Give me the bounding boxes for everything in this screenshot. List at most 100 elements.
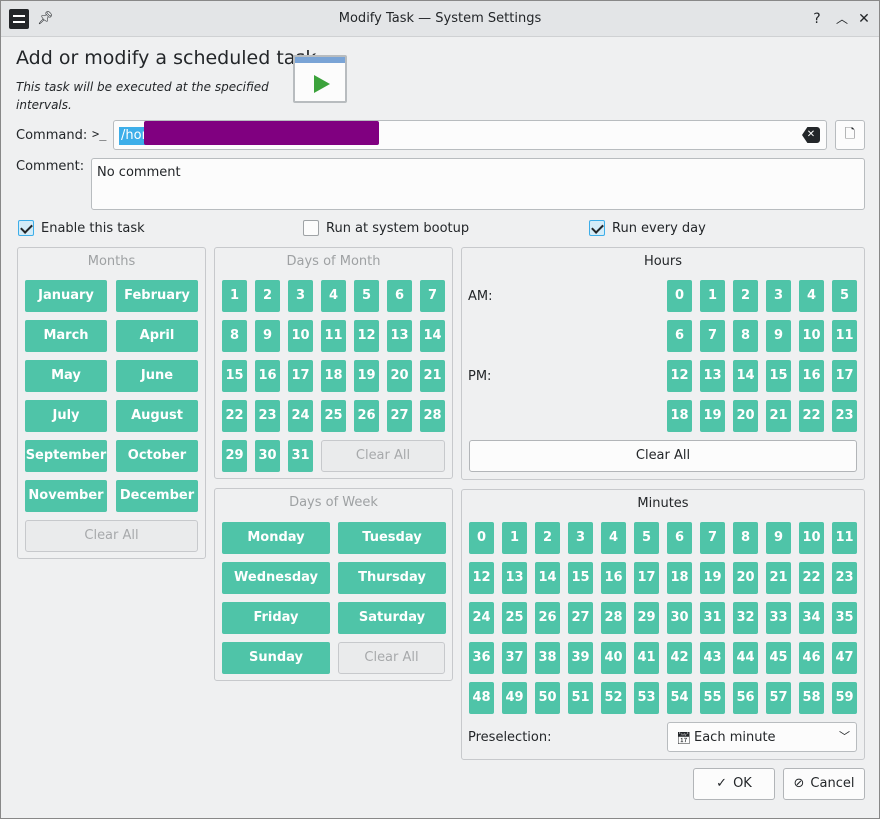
- minute-41[interactable]: 41: [634, 642, 659, 674]
- minute-4[interactable]: 4: [601, 522, 626, 554]
- day-of-week-wednesday[interactable]: Wednesday: [222, 562, 330, 594]
- hour-22[interactable]: 22: [799, 400, 824, 432]
- minute-46[interactable]: 46: [799, 642, 824, 674]
- hour-3[interactable]: 3: [766, 280, 791, 312]
- day-of-month-6[interactable]: 6: [387, 280, 412, 312]
- day-of-month-19[interactable]: 19: [354, 360, 379, 392]
- minute-42[interactable]: 42: [667, 642, 692, 674]
- minute-29[interactable]: 29: [634, 602, 659, 634]
- hour-21[interactable]: 21: [766, 400, 791, 432]
- hour-12[interactable]: 12: [667, 360, 692, 392]
- minute-5[interactable]: 5: [634, 522, 659, 554]
- day-of-month-20[interactable]: 20: [387, 360, 412, 392]
- browse-file-button[interactable]: 🗋: [835, 120, 865, 150]
- day-of-month-27[interactable]: 27: [387, 400, 412, 432]
- minute-36[interactable]: 36: [469, 642, 494, 674]
- minute-25[interactable]: 25: [502, 602, 527, 634]
- minute-11[interactable]: 11: [832, 522, 857, 554]
- minute-49[interactable]: 49: [502, 682, 527, 714]
- minute-45[interactable]: 45: [766, 642, 791, 674]
- minute-23[interactable]: 23: [832, 562, 857, 594]
- minute-10[interactable]: 10: [799, 522, 824, 554]
- month-july[interactable]: July: [25, 400, 107, 432]
- month-september[interactable]: September: [25, 440, 107, 472]
- help-icon[interactable]: ?: [813, 11, 821, 27]
- minute-56[interactable]: 56: [733, 682, 758, 714]
- hour-11[interactable]: 11: [832, 320, 857, 352]
- hour-23[interactable]: 23: [832, 400, 857, 432]
- day-of-month-8[interactable]: 8: [222, 320, 247, 352]
- day-of-month-24[interactable]: 24: [288, 400, 313, 432]
- minute-17[interactable]: 17: [634, 562, 659, 594]
- hour-16[interactable]: 16: [799, 360, 824, 392]
- day-of-week-monday[interactable]: Monday: [222, 522, 330, 554]
- minute-13[interactable]: 13: [502, 562, 527, 594]
- hour-8[interactable]: 8: [733, 320, 758, 352]
- hour-6[interactable]: 6: [667, 320, 692, 352]
- hour-1[interactable]: 1: [700, 280, 725, 312]
- month-august[interactable]: August: [116, 400, 198, 432]
- day-of-month-10[interactable]: 10: [288, 320, 313, 352]
- chevron-up-icon[interactable]: ︿: [835, 12, 848, 26]
- month-november[interactable]: November: [25, 480, 107, 512]
- hour-4[interactable]: 4: [799, 280, 824, 312]
- hour-2[interactable]: 2: [733, 280, 758, 312]
- day-of-month-12[interactable]: 12: [354, 320, 379, 352]
- day-of-month-7[interactable]: 7: [420, 280, 445, 312]
- minute-14[interactable]: 14: [535, 562, 560, 594]
- day-of-month-31[interactable]: 31: [288, 440, 313, 472]
- minute-2[interactable]: 2: [535, 522, 560, 554]
- minute-16[interactable]: 16: [601, 562, 626, 594]
- minute-9[interactable]: 9: [766, 522, 791, 554]
- day-of-month-29[interactable]: 29: [222, 440, 247, 472]
- minute-22[interactable]: 22: [799, 562, 824, 594]
- system-settings-icon[interactable]: [9, 9, 29, 29]
- hour-20[interactable]: 20: [733, 400, 758, 432]
- hour-5[interactable]: 5: [832, 280, 857, 312]
- ok-button[interactable]: ✓ OK: [693, 768, 775, 800]
- minute-58[interactable]: 58: [799, 682, 824, 714]
- minute-30[interactable]: 30: [667, 602, 692, 634]
- day-of-month-15[interactable]: 15: [222, 360, 247, 392]
- day-of-month-25[interactable]: 25: [321, 400, 346, 432]
- minute-3[interactable]: 3: [568, 522, 593, 554]
- minute-57[interactable]: 57: [766, 682, 791, 714]
- minute-28[interactable]: 28: [601, 602, 626, 634]
- month-october[interactable]: October: [116, 440, 198, 472]
- minute-8[interactable]: 8: [733, 522, 758, 554]
- hour-9[interactable]: 9: [766, 320, 791, 352]
- day-of-month-22[interactable]: 22: [222, 400, 247, 432]
- minute-15[interactable]: 15: [568, 562, 593, 594]
- minute-44[interactable]: 44: [733, 642, 758, 674]
- day-of-week-thursday[interactable]: Thursday: [338, 562, 446, 594]
- minute-1[interactable]: 1: [502, 522, 527, 554]
- month-may[interactable]: May: [25, 360, 107, 392]
- day-of-month-1[interactable]: 1: [222, 280, 247, 312]
- comment-field[interactable]: No comment: [91, 158, 865, 210]
- minute-35[interactable]: 35: [832, 602, 857, 634]
- day-of-month-23[interactable]: 23: [255, 400, 280, 432]
- minute-37[interactable]: 37: [502, 642, 527, 674]
- day-of-month-5[interactable]: 5: [354, 280, 379, 312]
- month-february[interactable]: February: [116, 280, 198, 312]
- hour-17[interactable]: 17: [832, 360, 857, 392]
- minute-47[interactable]: 47: [832, 642, 857, 674]
- day-of-month-30[interactable]: 30: [255, 440, 280, 472]
- minute-39[interactable]: 39: [568, 642, 593, 674]
- minute-18[interactable]: 18: [667, 562, 692, 594]
- day-of-week-sunday[interactable]: Sunday: [222, 642, 330, 674]
- minute-53[interactable]: 53: [634, 682, 659, 714]
- minute-50[interactable]: 50: [535, 682, 560, 714]
- hour-13[interactable]: 13: [700, 360, 725, 392]
- day-of-month-26[interactable]: 26: [354, 400, 379, 432]
- minute-52[interactable]: 52: [601, 682, 626, 714]
- minute-34[interactable]: 34: [799, 602, 824, 634]
- hour-15[interactable]: 15: [766, 360, 791, 392]
- day-of-month-16[interactable]: 16: [255, 360, 280, 392]
- minute-24[interactable]: 24: [469, 602, 494, 634]
- minute-51[interactable]: 51: [568, 682, 593, 714]
- day-of-month-21[interactable]: 21: [420, 360, 445, 392]
- hour-18[interactable]: 18: [667, 400, 692, 432]
- days-of-month-clear-all-button[interactable]: Clear All: [321, 440, 445, 472]
- day-of-week-tuesday[interactable]: Tuesday: [338, 522, 446, 554]
